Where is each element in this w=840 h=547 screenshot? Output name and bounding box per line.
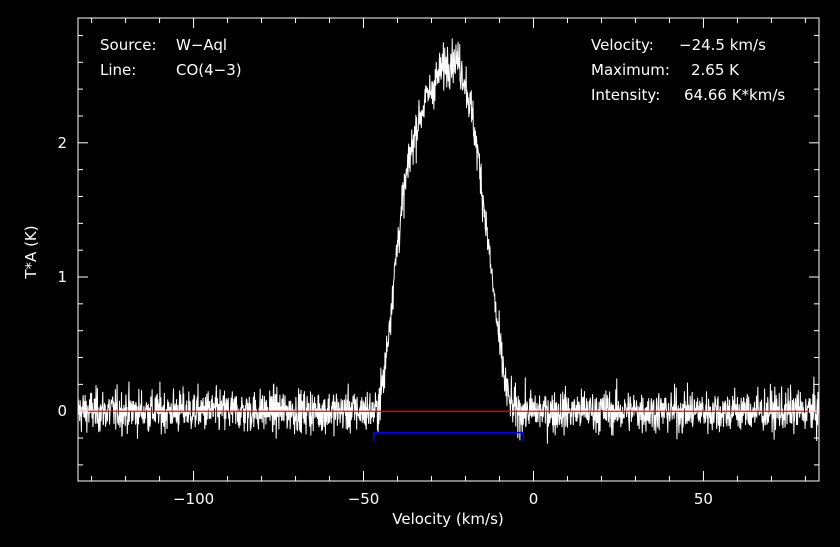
plot-frame: [77, 17, 820, 482]
y-axis-label-group: T*A (K): [22, 225, 40, 279]
x-axis-label: Velocity (km/s): [392, 510, 503, 528]
velocity-value: −24.5 km/s: [679, 36, 766, 54]
intensity-label: Intensity:: [591, 86, 660, 104]
x-tick-label: −100: [173, 490, 214, 508]
velocity-label: Velocity:: [591, 36, 654, 54]
y-axis-label: T*A (K): [22, 225, 40, 279]
y-tick-label: 2: [57, 134, 67, 152]
maximum-label: Maximum:: [591, 61, 670, 79]
y-tick-label: 1: [57, 268, 67, 286]
integration-window: [372, 431, 525, 442]
x-tick-label: −50: [348, 490, 380, 508]
source-label: Source:: [100, 36, 157, 54]
line-value: CO(4−3): [176, 61, 242, 79]
x-tick-label: 0: [529, 490, 539, 508]
source-value: W−Aql: [176, 36, 227, 54]
intensity-value: 64.66 K*km/s: [684, 86, 785, 104]
x-tick-label: 50: [694, 490, 713, 508]
y-tick-label: 0: [57, 402, 67, 420]
spectrum-line: [78, 38, 819, 444]
line-label: Line:: [100, 61, 136, 79]
maximum-value: 2.65 K: [691, 61, 740, 79]
